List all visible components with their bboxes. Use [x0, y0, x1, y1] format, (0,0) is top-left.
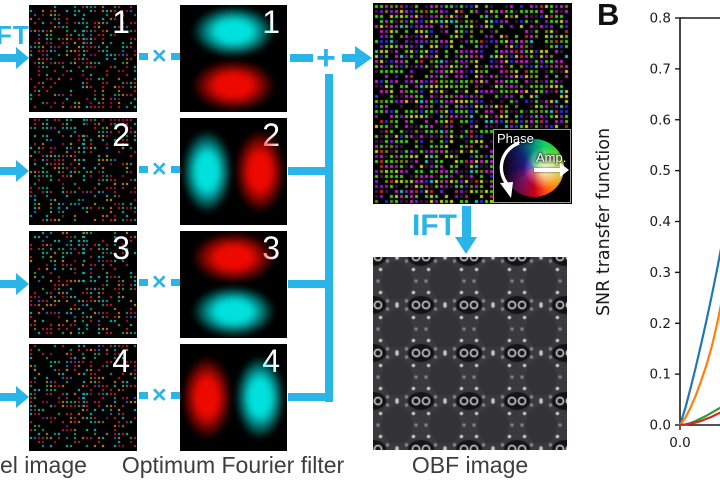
multiply-symbol-1: ×	[139, 44, 180, 69]
fourier-filter-2: 2	[180, 118, 287, 225]
svg-text:0.0: 0.0	[650, 418, 671, 434]
amp-arrow	[534, 168, 560, 172]
multiply-symbol-2: ×	[139, 157, 180, 182]
channel-column-label: el image	[0, 452, 87, 478]
svg-text:0.5: 0.5	[650, 163, 671, 179]
fourier-channel-image-2: 2	[29, 118, 137, 225]
panel-b-label: B	[597, 0, 620, 32]
obf-canvas	[373, 257, 567, 450]
fourier-filter-4: 4	[180, 344, 287, 451]
snr-plot: 0.0 0.1 0.2 0.3 0.4 0.5 0.6 0.7 0.8 0.0 SNR transf…	[594, 11, 720, 451]
fourier-channel-image-3: 3	[29, 231, 137, 338]
fourier-filter-1: 1	[180, 5, 287, 112]
svg-text:0.8: 0.8	[650, 11, 671, 27]
amp-label: Amp.	[536, 150, 567, 165]
amp-arrow-head	[560, 163, 569, 177]
fourier-filter-3: 3	[180, 231, 287, 338]
obf-image	[373, 257, 567, 450]
ft-label: FT	[0, 20, 30, 50]
fourier-channel-image-4: 4	[29, 344, 137, 451]
channel-number-3: 3	[112, 230, 130, 266]
filter-column-label: Optimum Fourier filter	[121, 452, 345, 478]
multiply-symbol-4: ×	[139, 383, 180, 408]
ift-label: IFT	[412, 209, 457, 242]
fourier-channel-image-1: 1	[29, 5, 137, 112]
obf-column-label: OBF image	[411, 452, 529, 478]
fourier-channel-canvas-1	[29, 5, 137, 112]
fourier-channel-canvas-3	[29, 231, 137, 338]
svg-text:0.3: 0.3	[650, 265, 671, 281]
phase-amplitude-inset: Phase Amp.	[493, 129, 571, 203]
channel-number-1: 1	[112, 4, 130, 40]
svg-text:0.2: 0.2	[650, 316, 671, 332]
svg-text:0.1: 0.1	[650, 367, 671, 383]
channel-number-4: 4	[112, 343, 130, 379]
svg-text:0.0: 0.0	[669, 435, 690, 451]
fourier-channel-canvas-2	[29, 118, 137, 225]
phase-label: Phase	[497, 131, 534, 146]
svg-text:0.7: 0.7	[650, 61, 671, 77]
fourier-channel-canvas-4	[29, 344, 137, 451]
svg-text:SNR transfer function: SNR transfer function	[594, 128, 614, 316]
multiply-symbol-3: ×	[139, 270, 180, 295]
phase-arrow	[499, 141, 520, 198]
svg-text:0.6: 0.6	[650, 112, 671, 128]
plus-symbol: +	[316, 39, 336, 77]
svg-text:0.4: 0.4	[650, 214, 671, 230]
channel-number-2: 2	[112, 117, 130, 153]
